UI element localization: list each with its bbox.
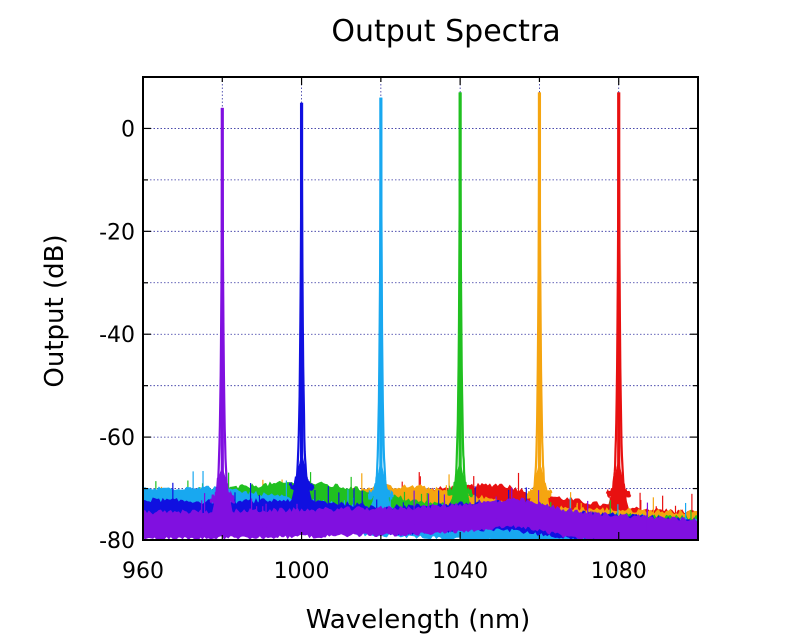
tick-labels: 960 1000 1040 1080 0 -20 -40 -60 -80 [99, 117, 647, 584]
plot-frame [142, 76, 699, 541]
y-tick-label: -80 [99, 529, 135, 554]
series-peak [605, 92, 632, 499]
y-tick-label: -20 [99, 220, 135, 245]
series-noise-floor [143, 466, 698, 540]
series-layer [143, 92, 698, 540]
series-peak [447, 92, 474, 498]
plot-area [143, 77, 698, 540]
y-tick-label: 0 [121, 117, 135, 142]
x-tick-label: 1080 [591, 559, 647, 584]
x-tick-label: 1000 [274, 559, 330, 584]
x-axis-label: Wavelength (nm) [306, 605, 531, 635]
y-tick-label: -60 [99, 426, 135, 451]
series-6 [143, 107, 698, 540]
series-peak [526, 92, 553, 500]
axis-ticks [142, 76, 699, 541]
x-tick-label: 960 [122, 559, 164, 584]
y-axis-label: Output (dB) [40, 234, 70, 387]
series-peak [288, 102, 315, 492]
y-tick-label: -40 [99, 323, 135, 348]
x-tick-label: 1040 [432, 559, 488, 584]
chart-title: Output Spectra [331, 14, 560, 49]
